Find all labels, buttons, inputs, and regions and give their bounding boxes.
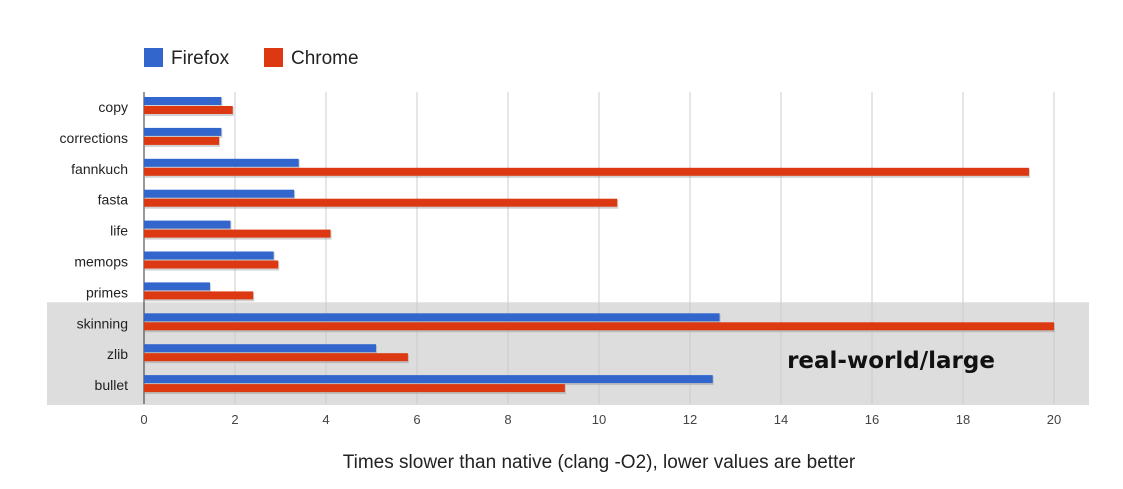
bar-firefox [144,220,231,229]
category-label: fasta [98,192,129,208]
category-label: copy [98,99,128,115]
bar-chrome [144,198,618,207]
bar-firefox [144,375,713,384]
category-label: corrections [60,130,128,146]
legend-swatch [144,48,163,67]
bar-firefox [144,313,720,322]
bar-chrome [144,229,331,238]
bar-firefox [144,189,295,198]
gridlines [143,92,1055,404]
bar-firefox [144,282,210,291]
x-tick-label: 20 [1047,412,1061,427]
bar-firefox [144,158,299,167]
bar-chrome [144,384,565,393]
bar-firefox [144,344,377,353]
bar-firefox [144,251,274,260]
bar-chrome [144,291,254,300]
bar-chrome [144,136,220,145]
highlight-annotation: real-world/large [787,348,995,374]
bar-chrome [144,167,1029,176]
legend-label: Firefox [171,48,230,69]
x-tick-label: 8 [504,412,511,427]
category-label: primes [86,284,128,300]
x-tick-label: 18 [956,412,970,427]
x-tick-label: 6 [413,412,420,427]
bar-chrome [144,260,279,269]
bar-chrome [144,322,1054,331]
category-labels: copy corrections fannkuch fasta life memops pr… [60,99,129,393]
x-tick-label: 14 [774,412,788,427]
bar-chrome [144,353,408,362]
category-label: life [110,223,128,239]
legend: Firefox Chrome [144,48,359,69]
category-label: skinning [77,315,128,331]
x-tick-label: 4 [322,412,329,427]
bar-chrome [144,106,233,114]
x-tick-label: 2 [231,412,238,427]
category-label: memops [74,254,128,270]
category-label: fannkuch [71,161,128,177]
x-tick-label: 10 [592,412,606,427]
legend-label: Chrome [291,48,359,69]
x-tick-label: 12 [683,412,697,427]
category-label: zlib [107,346,128,362]
bar-firefox [144,97,222,105]
bars [144,97,1055,395]
x-axis-title: Times slower than native (clang -O2), lo… [343,452,856,473]
bar-firefox [144,127,222,136]
legend-swatch [264,48,283,67]
x-tick-labels: 0 2 4 6 8 10 12 14 16 18 20 [140,412,1061,427]
category-label: bullet [95,377,129,393]
x-tick-label: 16 [865,412,879,427]
x-tick-label: 0 [140,412,147,427]
